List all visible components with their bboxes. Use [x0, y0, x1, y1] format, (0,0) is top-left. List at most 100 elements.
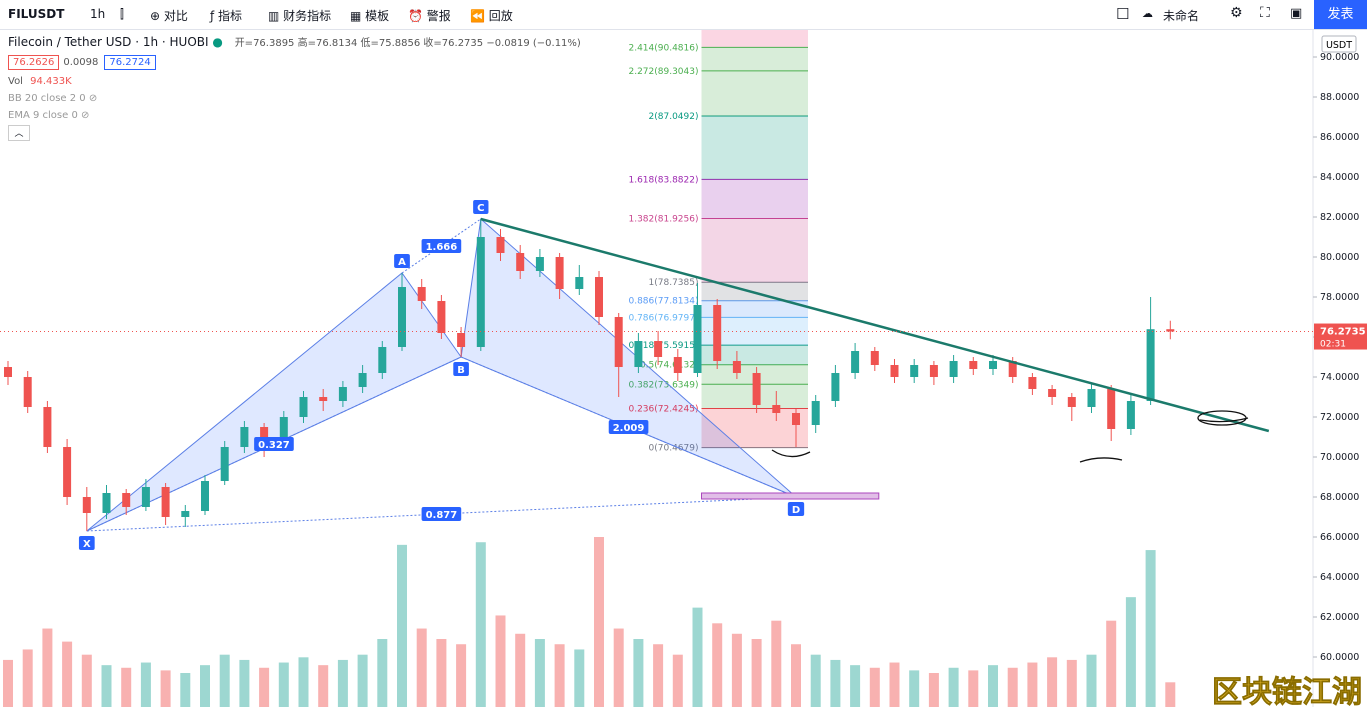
volume-bar: [81, 654, 92, 707]
candle-body: [1146, 329, 1155, 401]
volume-bar: [1066, 659, 1077, 707]
toolbar-item[interactable]: ⊕ 对比: [150, 7, 188, 24]
fib-band: [701, 70, 808, 117]
toolbar-label: 模板: [365, 9, 390, 23]
volume-bar: [140, 662, 151, 707]
volume-bar: [830, 659, 841, 707]
fib-label: 2(87.0492): [649, 112, 699, 122]
candle-body: [969, 361, 978, 369]
candle-body: [752, 373, 761, 405]
volume-bar: [988, 665, 998, 707]
volume-label: Vol: [8, 76, 23, 87]
ratio-label-bg: [254, 437, 294, 451]
candle-body: [732, 361, 741, 373]
candle-body: [1126, 401, 1135, 429]
candle-body: [181, 511, 190, 517]
ratio-label-bg: [421, 239, 462, 253]
indicator-name: EMA 9 close 0: [8, 110, 78, 121]
candle-body: [693, 305, 702, 373]
fib-label: 1.382(81.9256): [628, 214, 698, 224]
volume-bar: [337, 659, 348, 707]
volume-bar: [810, 654, 821, 707]
toolbar-item[interactable]: ▦ 模板: [350, 7, 389, 24]
toolbar-item[interactable]: ⏰ 警报: [408, 7, 451, 24]
interval[interactable]: 1h: [90, 7, 106, 21]
chart-type-icon[interactable]: ⫿: [120, 7, 124, 21]
volume-bar: [791, 644, 801, 707]
candle-body: [220, 447, 229, 481]
volume-bar: [475, 542, 486, 707]
y-tick-label: 62.0000: [1320, 612, 1359, 623]
volume-bar: [672, 654, 683, 707]
candle-body: [299, 397, 308, 417]
indicator-name: BB 20 close 2 0: [8, 93, 86, 104]
volume-bar: [594, 537, 604, 707]
settings-icon[interactable]: ⚙: [1230, 5, 1243, 21]
collapse-button[interactable]: ︿: [8, 125, 30, 141]
volume-bar: [259, 667, 270, 707]
fullscreen-icon[interactable]: ⛶: [1260, 5, 1270, 21]
indicator: EMA 9 close 0 ⊘: [8, 110, 90, 121]
toolbar-label: 财务指标: [283, 9, 332, 23]
volume-bar: [515, 633, 526, 707]
y-tick-label: 68.0000: [1320, 492, 1359, 503]
candle-body: [555, 257, 564, 289]
fib-band: [701, 179, 808, 219]
layout-name[interactable]: 未命名: [1163, 9, 1200, 23]
y-tick-label: 84.0000: [1320, 172, 1359, 183]
icon: ⏰: [408, 9, 427, 23]
y-tick-label: 80.0000: [1320, 252, 1359, 263]
volume-bar: [200, 665, 210, 707]
ratio-label-bg: [608, 420, 649, 434]
volume-bar: [278, 662, 289, 707]
spread: 0.0098: [63, 57, 99, 68]
toolbar-item[interactable]: ƒ 指标: [210, 7, 242, 24]
volume-bar: [869, 667, 880, 707]
currency-box: [1321, 35, 1357, 53]
candle-body: [1166, 329, 1175, 332]
candle-body: [417, 287, 426, 301]
toolbar-item[interactable]: ⏪ 回放: [470, 7, 513, 24]
candle-body: [575, 277, 584, 289]
icon: ƒ: [210, 9, 219, 23]
volume-bar: [101, 665, 112, 707]
symbol[interactable]: FILUSDT: [8, 7, 65, 21]
y-tick-label: 74.0000: [1320, 372, 1359, 383]
volume-bar: [357, 654, 368, 707]
volume-bar: [436, 639, 447, 707]
snapshot-icon[interactable]: ▣: [1290, 6, 1303, 21]
candle-body: [82, 497, 91, 513]
toolbar-label: 回放: [488, 9, 513, 23]
fib-band: [701, 218, 808, 283]
cloud-icon[interactable]: ☁: [1142, 7, 1153, 20]
candle-body: [1087, 389, 1096, 407]
volume-bar: [574, 649, 585, 707]
candle-body: [614, 317, 623, 367]
layout-icon[interactable]: ☐: [1116, 5, 1130, 23]
volume-bar: [1165, 682, 1176, 707]
candle-body: [141, 487, 150, 507]
target-zone: [701, 492, 880, 500]
y-tick-label: 72.0000: [1320, 412, 1359, 423]
fib-label: 1.618(83.8822): [628, 175, 698, 185]
volume-bar: [1106, 620, 1117, 707]
ratio-label: 2.009: [613, 423, 645, 434]
point-label-bg: [453, 362, 469, 376]
countdown: 02:31: [1320, 340, 1346, 350]
y-tick-label: 64.0000: [1320, 572, 1359, 583]
publish-button[interactable]: 发表: [1314, 0, 1367, 29]
point-label-bg: [787, 502, 805, 516]
icon: ⊕: [150, 9, 164, 23]
volume-bar: [633, 639, 644, 707]
candle-body: [476, 237, 485, 347]
volume-bar: [692, 607, 703, 707]
volume-bar: [22, 649, 33, 707]
toolbar-item[interactable]: ▥ 财务指标: [268, 7, 331, 24]
volume-bar: [298, 657, 309, 707]
hand-drawings: [771, 410, 1249, 463]
volume-bar: [1027, 662, 1038, 707]
fib-label: 0.5(74.6132): [640, 361, 699, 371]
fib-band: [701, 300, 808, 318]
volume-bar: [653, 644, 664, 707]
toolbar-label: 指标: [218, 9, 243, 23]
